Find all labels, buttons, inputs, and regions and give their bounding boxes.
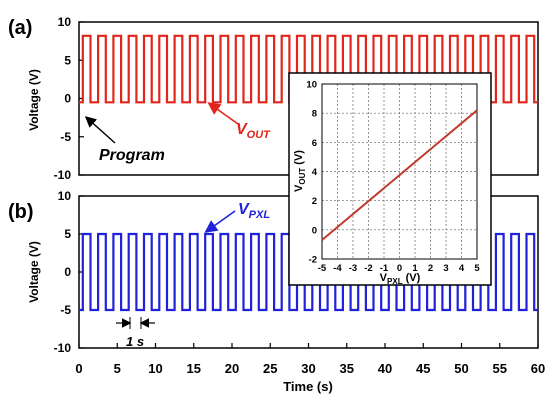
panel-a-ytick-label-0: -10 <box>54 168 72 182</box>
panel-b-ytick-label-3: 5 <box>64 227 71 241</box>
vpxl-arrow <box>204 210 236 233</box>
panel-b-xtick-label-3: 15 <box>187 361 201 376</box>
inset-xtick-label-0: -5 <box>318 263 327 274</box>
panel-a-ytick-label-3: 5 <box>64 53 71 67</box>
panel-b-x-ticks: 0 5 10 15 20 25 30 35 40 45 50 55 60 <box>75 343 545 376</box>
panel-b-xtick-label-1: 5 <box>114 361 121 376</box>
inset-series-line <box>321 109 478 241</box>
panel-a-ytick-label-1: -5 <box>60 130 71 144</box>
inset-ytick-label-2: 2 <box>312 196 317 207</box>
inset-xtick-label-7: 2 <box>428 263 433 274</box>
panel-b-xlabel: Time (s) <box>283 379 333 394</box>
panel-b-xtick-label-10: 50 <box>454 361 468 376</box>
inset-ytick-label-6: 10 <box>306 80 317 91</box>
program-label: Program <box>99 147 165 164</box>
panel-b-xtick-label-6: 30 <box>301 361 315 376</box>
panel-b-xtick-label-9: 45 <box>416 361 430 376</box>
panel-a-ylabel: Voltage (V) <box>27 69 41 131</box>
inset-xtick-label-4: -1 <box>380 263 389 274</box>
vout-label: VOUT <box>236 121 271 141</box>
one-second-label: 1 s <box>126 334 144 349</box>
panel-b-series-line <box>79 232 538 312</box>
panel-b-xtick-label-5: 25 <box>263 361 277 376</box>
panel-b-label: (b) <box>8 201 34 223</box>
inset-plot-frame <box>321 83 478 260</box>
inset-xtick-label-5: 0 <box>397 263 402 274</box>
inset-xtick-label-6: 1 <box>412 263 418 274</box>
panel-a-ytick-label-2: 0 <box>64 92 71 106</box>
inset-xlabel: VPXL (V) <box>380 272 421 286</box>
inset-ytick-label-1: 0 <box>312 225 317 236</box>
panel-b-ytick-label-2: 0 <box>64 265 71 279</box>
inset-xtick-label-1: -4 <box>333 263 342 274</box>
one-second-marker: 1 s <box>116 317 155 349</box>
inset-ytick-label-5: 8 <box>312 109 317 120</box>
panel-b-ytick-label-4: 10 <box>58 189 72 203</box>
panel-b-xtick-label-11: 55 <box>493 361 507 376</box>
inset-xtick-label-9: 4 <box>459 263 465 274</box>
inset-xtick-label-10: 5 <box>474 263 480 274</box>
vpxl-label: VPXL <box>238 201 270 221</box>
inset-ytick-label-4: 6 <box>312 138 317 149</box>
inset-ytick-label-0: -2 <box>309 255 317 266</box>
panel-b-ytick-label-0: -10 <box>54 341 72 355</box>
panel-b-ytick-label-1: -5 <box>60 303 71 317</box>
panel-b-xtick-label-0: 0 <box>75 361 82 376</box>
vout-arrow <box>207 102 239 125</box>
panel-b-ylabel: Voltage (V) <box>27 241 41 303</box>
panel-a-ytick-label-4: 10 <box>58 15 72 29</box>
inset-xtick-label-2: -3 <box>349 263 357 274</box>
inset-xtick-label-3: -2 <box>364 263 372 274</box>
inset-ylabel: VOUT (V) <box>293 150 307 192</box>
panel-a-label: (a) <box>8 17 32 39</box>
panel-b-xtick-label-2: 10 <box>148 361 162 376</box>
panel-b-xtick-label-8: 40 <box>378 361 392 376</box>
panel-b-xtick-label-12: 60 <box>531 361 545 376</box>
panel-a-y-ticks: -10 -5 0 5 10 <box>54 15 84 182</box>
inset-background <box>288 72 492 286</box>
inset-xtick-label-8: 3 <box>443 263 448 274</box>
panel-b-xtick-label-4: 20 <box>225 361 239 376</box>
program-arrow <box>84 116 116 144</box>
panel-b-y-ticks: -10 -5 0 5 10 <box>54 189 84 355</box>
panel-b-xtick-label-7: 35 <box>340 361 354 376</box>
inset-line <box>321 109 478 241</box>
inset-ytick-label-3: 4 <box>312 167 318 178</box>
panel-b-waveform <box>79 232 538 312</box>
